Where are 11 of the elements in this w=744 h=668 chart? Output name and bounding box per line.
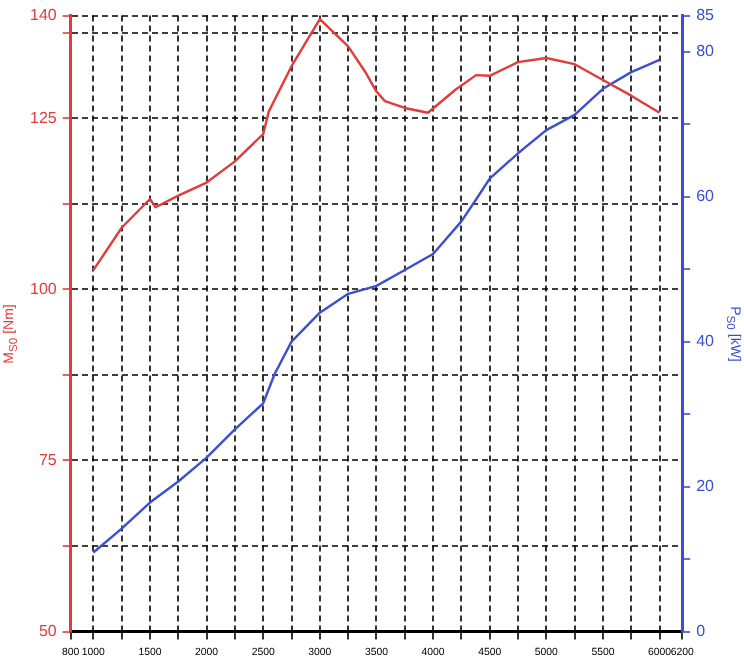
y-tick-label: 75 <box>38 450 58 469</box>
y2-tick-label: 60 <box>696 187 716 206</box>
y-tick-label: 125 <box>29 108 58 127</box>
y2-tick-label: 20 <box>696 477 716 495</box>
y-tick-label: 50 <box>38 621 58 640</box>
y2-tick-label: 85 <box>696 6 716 25</box>
y2-tick-label: 0 <box>696 621 707 640</box>
y2-tick-label: 40 <box>696 332 716 351</box>
y-tick-label: 140 <box>29 6 58 25</box>
y-tick-label: 100 <box>29 279 58 298</box>
y2-tick-label: 80 <box>696 42 716 61</box>
